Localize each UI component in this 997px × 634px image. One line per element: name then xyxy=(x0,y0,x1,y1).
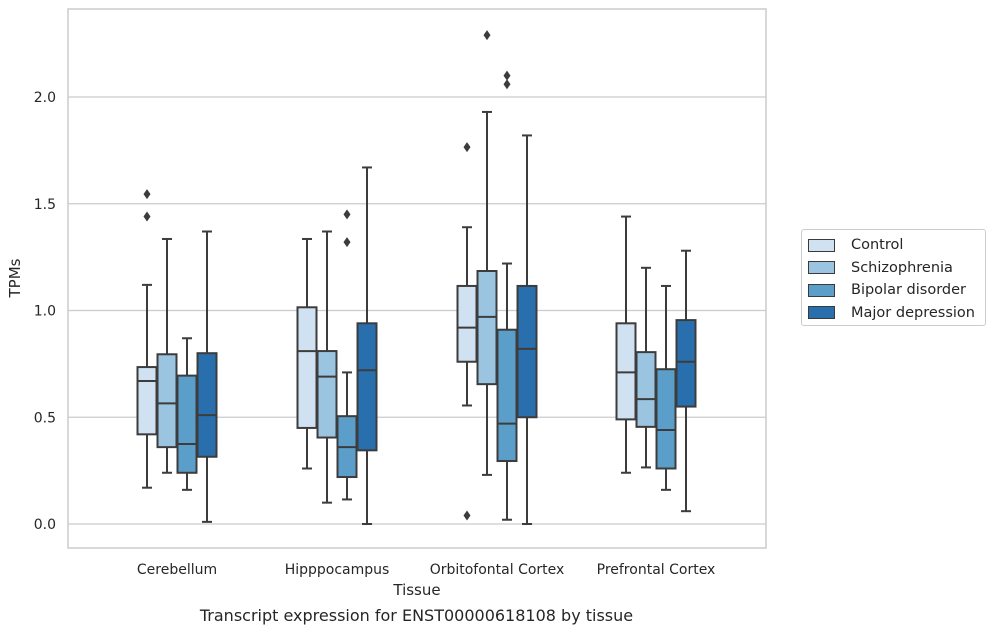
y-tick-label: 0.0 xyxy=(34,517,56,533)
x-tick-labels: Cerebellum Hipppocampus Orbitofontal Corte… xyxy=(137,562,715,578)
box-iqr xyxy=(675,319,697,408)
box-iqr xyxy=(316,350,338,439)
box-iqr xyxy=(635,351,657,428)
legend-swatch-control xyxy=(808,238,835,252)
box-iqr xyxy=(655,368,677,470)
legend-item: Bipolar disorder xyxy=(808,279,979,302)
box-bipolar-disorder xyxy=(655,284,677,491)
x-tick-label: Cerebellum xyxy=(137,562,217,578)
y-tick-label: 1.0 xyxy=(34,304,56,320)
box-control xyxy=(136,189,158,489)
legend-item: Control xyxy=(808,234,979,257)
box-iqr xyxy=(516,284,538,419)
plot-frame xyxy=(67,8,767,549)
legend-label: Bipolar disorder xyxy=(851,282,966,299)
box-iqr xyxy=(156,353,178,449)
legend-item: Schizophrenia xyxy=(808,257,979,280)
x-axis-label: Tissue xyxy=(392,581,440,599)
box-iqr xyxy=(356,322,378,452)
box-bipolar-disorder xyxy=(336,209,358,501)
legend-label: Control xyxy=(851,237,904,254)
outlier-point xyxy=(343,209,351,220)
box-schizophrenia xyxy=(635,266,657,469)
x-tick-label: Prefrontal Cortex xyxy=(597,562,716,578)
legend-swatch-bipolar-disorder xyxy=(808,283,835,297)
outlier-point xyxy=(143,189,151,200)
box-iqr xyxy=(456,284,478,363)
box-control xyxy=(615,215,637,474)
legend-item: Major depression xyxy=(808,302,979,325)
y-tick-labels: 0.0 0.5 1.0 1.5 2.0 xyxy=(34,90,56,533)
legend-swatch-schizophrenia xyxy=(808,261,835,275)
box-iqr xyxy=(136,366,158,436)
y-axis-label: TPMs xyxy=(6,258,24,298)
box-iqr xyxy=(615,322,637,421)
x-tick-label: Hipppocampus xyxy=(285,562,390,578)
box-schizophrenia xyxy=(476,30,498,476)
box-control xyxy=(296,237,318,470)
box-control xyxy=(456,142,478,521)
legend-label: Schizophrenia xyxy=(851,259,953,276)
outlier-point xyxy=(503,70,511,81)
legend-label: Major depression xyxy=(851,304,975,321)
outlier-point xyxy=(143,211,151,222)
chart-caption: Transcript expression for ENST0000061810… xyxy=(199,606,634,625)
box-iqr xyxy=(496,328,518,463)
outlier-point xyxy=(503,79,511,90)
outlier-point xyxy=(463,510,471,521)
box-iqr xyxy=(296,306,318,429)
box-iqr xyxy=(176,374,198,474)
box-bipolar-disorder xyxy=(176,337,198,491)
box-schizophrenia xyxy=(156,237,178,474)
box-major-depression xyxy=(516,134,538,525)
x-tick-label: Orbitofontal Cortex xyxy=(430,562,565,578)
box-major-depression xyxy=(196,230,218,523)
legend: Control Schizophrenia Bipolar disorder M… xyxy=(801,229,986,326)
box-iqr xyxy=(196,352,218,458)
y-tick-label: 0.5 xyxy=(34,410,56,426)
legend-swatch-major-depression xyxy=(808,306,835,320)
box-groups xyxy=(136,30,697,525)
y-tick-label: 1.5 xyxy=(34,197,56,213)
box-major-depression xyxy=(356,166,378,525)
box-major-depression xyxy=(675,249,697,513)
outlier-point xyxy=(483,30,491,41)
box-iqr xyxy=(476,270,498,386)
y-tick-label: 2.0 xyxy=(34,90,56,106)
box-bipolar-disorder xyxy=(496,70,518,521)
outlier-point xyxy=(343,237,351,248)
outlier-point xyxy=(463,142,471,153)
box-schizophrenia xyxy=(316,230,338,504)
